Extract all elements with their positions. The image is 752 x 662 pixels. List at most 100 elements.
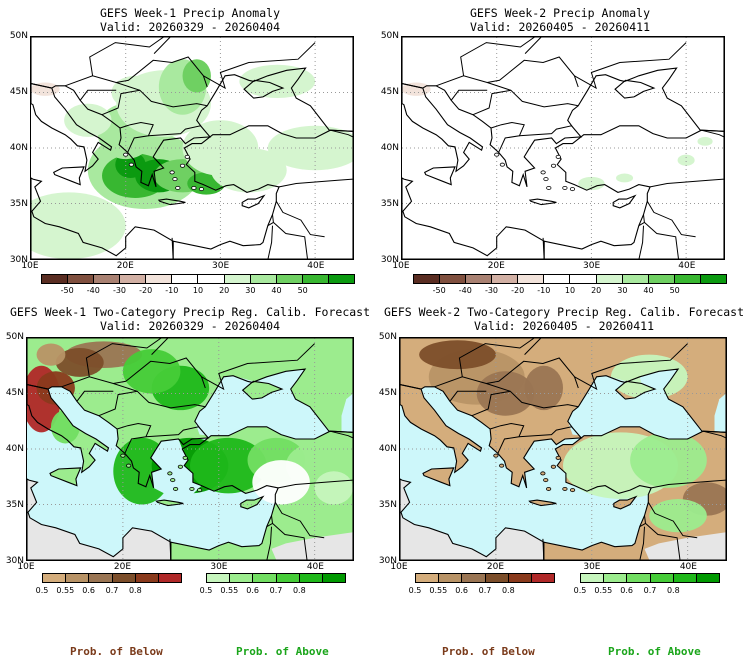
colorbar-swatch	[673, 275, 700, 283]
coastline	[157, 198, 186, 206]
colorbar-label: 40	[271, 286, 282, 295]
colorbar-swatch	[507, 574, 531, 582]
country-border	[274, 502, 325, 539]
valid-line: Valid: 20260405 - 20260411	[469, 20, 650, 34]
colorbar-swatch	[207, 574, 230, 582]
country-border	[98, 390, 138, 417]
country-border	[574, 343, 688, 391]
country-border	[450, 89, 488, 101]
colorbar-label: 20	[219, 286, 230, 295]
country-border	[486, 357, 579, 389]
coastline	[241, 194, 266, 209]
country-border	[151, 338, 169, 355]
probability-patch	[36, 343, 66, 366]
colorbar-swatch	[530, 574, 555, 582]
coastline	[543, 426, 726, 560]
sea-adriatic	[48, 386, 119, 448]
island	[543, 478, 549, 483]
colorbar-swatch	[43, 574, 66, 582]
country-border	[119, 121, 154, 153]
country-border	[650, 178, 724, 188]
colorbar-label: 0.5	[35, 586, 49, 595]
land-cyprus	[240, 496, 263, 509]
colorbar-label: -40	[86, 286, 100, 295]
panel-title-week1-anomaly: GEFS Week-1 Precip Anomaly Valid: 202603…	[30, 6, 350, 34]
island	[169, 170, 175, 175]
island	[499, 162, 505, 167]
no-forecast-area	[644, 532, 726, 560]
island	[184, 154, 190, 159]
anomaly-contour	[578, 176, 605, 191]
title-line: GEFS Week-1 Two-Category Precip Reg. Cal…	[9, 305, 371, 319]
lat-label: 50N	[5, 332, 24, 342]
anomaly-colorbar-week1	[41, 274, 355, 284]
colorbar-label: -30	[112, 286, 127, 295]
land-africa	[27, 479, 171, 560]
colorbar-label: 0.5	[408, 586, 422, 595]
land-balkans	[402, 37, 724, 187]
colorbar-swatch	[621, 275, 648, 283]
footer-above-week1: Prob. of Above	[236, 645, 329, 658]
valid-line: Valid: 20260329 - 20260404	[99, 319, 280, 333]
island	[562, 486, 568, 491]
coastline	[52, 166, 85, 186]
colorbar-swatch	[438, 574, 462, 582]
country-border	[518, 426, 573, 438]
island	[499, 463, 505, 468]
lat-label: 45N	[5, 388, 24, 398]
land-africa	[400, 479, 544, 560]
colorbar-swatch	[321, 574, 346, 582]
country-border	[266, 522, 273, 528]
colorbar-swatch	[491, 275, 518, 283]
colorbar-label: 0.55	[429, 586, 448, 595]
colorbar-swatch	[484, 574, 508, 582]
coastline	[528, 198, 557, 206]
colorbar-label: 0.6	[82, 586, 96, 595]
probability-patch	[630, 432, 707, 488]
island	[198, 187, 205, 192]
land-crimea	[242, 381, 282, 400]
lat-label: 35N	[378, 500, 397, 510]
lat-label: 45N	[380, 87, 399, 97]
map-week2-prob	[399, 337, 727, 561]
colorbar-label: 30	[617, 286, 628, 295]
anomaly-colorbar-week2	[413, 274, 727, 284]
colorbar-label: 0.7	[643, 586, 657, 595]
country-border	[651, 479, 726, 489]
country-border	[267, 221, 274, 227]
colorbar-swatch	[439, 275, 466, 283]
colorbar-swatch	[134, 574, 158, 582]
anomaly-contour	[239, 64, 316, 99]
map-week2-anomaly	[401, 36, 725, 260]
island	[175, 185, 181, 190]
lon-label: 40E	[307, 261, 325, 271]
lon-label: 40E	[679, 562, 697, 572]
colorbar-label: -40	[458, 286, 472, 295]
country-border	[524, 37, 542, 54]
island	[569, 187, 576, 192]
island	[540, 170, 546, 175]
probability-patch	[252, 460, 310, 505]
colorbar-swatch	[93, 275, 120, 283]
land-sicily	[424, 166, 455, 185]
country-border	[89, 37, 164, 76]
country-border	[519, 125, 573, 137]
lon-label: 30E	[212, 261, 230, 271]
map-canvas	[31, 37, 353, 259]
lat-label: 50N	[9, 31, 28, 41]
land-italy	[400, 384, 482, 473]
sea-adriatic	[421, 386, 492, 448]
colorbar-label: 0.8	[666, 586, 680, 595]
colorbar-swatch	[88, 574, 112, 582]
country-border	[490, 121, 525, 153]
colorbar-label: -50	[432, 286, 446, 295]
coastline	[614, 79, 656, 99]
country-border	[101, 89, 140, 116]
country-border	[267, 225, 273, 259]
anomaly-contour-dry	[402, 82, 431, 96]
above-colorbar-week1	[206, 573, 346, 583]
island	[550, 464, 557, 469]
title-line: GEFS Week-2 Precip Anomaly	[469, 6, 650, 20]
colorbar-swatch	[197, 275, 224, 283]
land-cyprus	[242, 195, 264, 208]
